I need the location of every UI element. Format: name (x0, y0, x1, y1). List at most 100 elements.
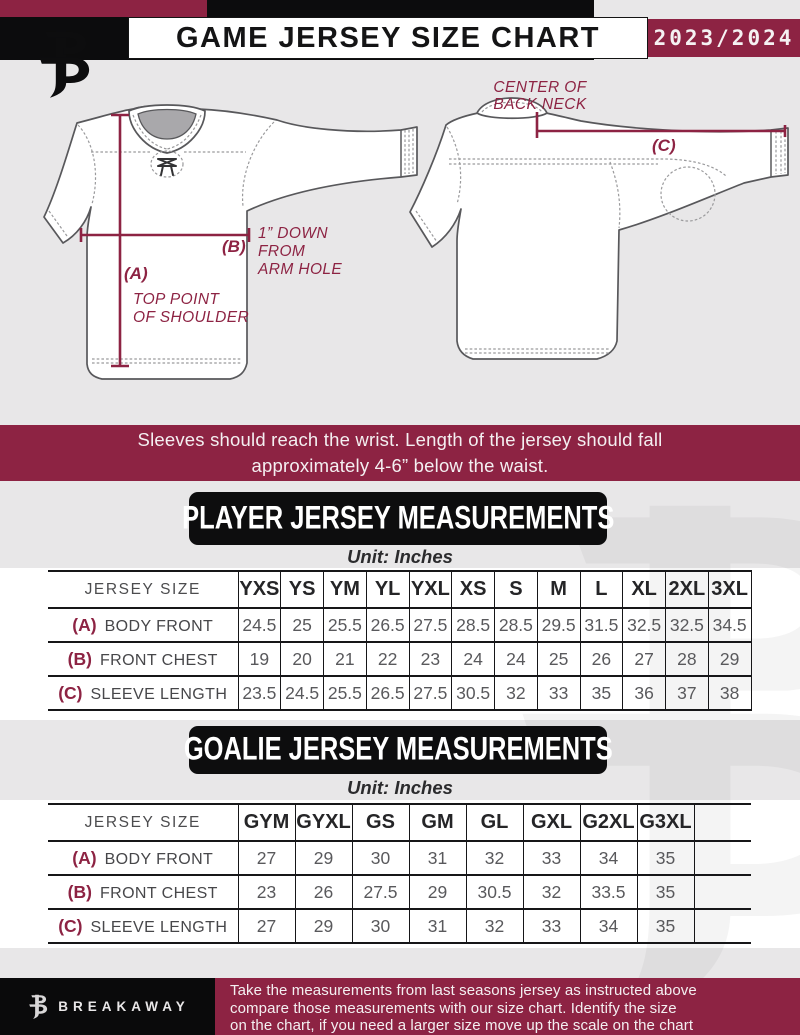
footer-note: Take the measurements from last seasons … (215, 978, 800, 1035)
size-column-header: GM (408, 804, 466, 841)
size-value: 23.5 (237, 676, 281, 710)
size-value: 38 (707, 676, 752, 710)
table-row: (C) SLEEVE LENGTH 27 29 30 31 32 33 34 35 (48, 909, 751, 943)
table-corner-label: JERSEY SIZE (84, 813, 201, 831)
size-column-header (693, 804, 751, 841)
size-value: 32 (522, 875, 580, 909)
size-column-header: XL (622, 571, 666, 608)
size-value: 35 (579, 676, 623, 710)
size-value: 36 (622, 676, 666, 710)
size-value: 27 (237, 909, 295, 943)
footer-brand-logo (25, 993, 49, 1020)
table-row: (A) BODY FRONT 27 29 30 31 32 33 34 35 (48, 841, 751, 875)
size-value: 31 (408, 841, 466, 875)
goalie-unit-label: Unit: Inches (347, 777, 453, 798)
size-value (693, 875, 751, 909)
size-value: 27 (237, 841, 295, 875)
goalie-table-host: JERSEY SIZE GYM GYXL GS GM GL GXL G2XL G3XL (A) BO… (48, 803, 751, 944)
a-label: (A) (124, 264, 148, 283)
size-column-header: G3XL (636, 804, 694, 841)
size-value: 35 (636, 841, 694, 875)
size-value: 20 (280, 642, 324, 676)
b-note-line2: FROM (258, 243, 305, 260)
size-column-header: GXL (522, 804, 580, 841)
size-value: 29 (707, 642, 752, 676)
table-row: (C) SLEEVE LENGTH 23.5 24.5 25.5 26.5 27.5 30.5… (48, 676, 752, 710)
size-column-header: YL (365, 571, 409, 608)
b-note-line1: 1” DOWN (258, 225, 328, 242)
size-value: 29 (408, 875, 466, 909)
size-value: 33.5 (579, 875, 637, 909)
front-jersey-illustration (43, 104, 418, 380)
goalie-section-title: GOALIE JERSEY MEASUREMENTS (183, 731, 613, 768)
size-value: 30.5 (451, 676, 495, 710)
size-value: 27.5 (408, 608, 452, 642)
player-section-header: PLAYER JERSEY MEASUREMENTS (182, 492, 614, 545)
size-value: 32 (465, 841, 523, 875)
row-label: (A) BODY FRONT (72, 614, 214, 635)
size-value: 24.5 (280, 676, 324, 710)
size-column-header: 3XL (707, 571, 752, 608)
size-value: 33 (522, 841, 580, 875)
size-value: 34.5 (707, 608, 752, 642)
size-value: 34 (579, 841, 637, 875)
notice-line-1: Sleeves should reach the wrist. Length o… (137, 429, 663, 450)
player-table: JERSEY SIZE YXS YS YM YL YXL XS S M L XL 2XL 3XL (A) B… (48, 570, 752, 711)
size-value: 29 (294, 841, 352, 875)
back-jersey-illustration (409, 97, 789, 360)
footer-brand-block: BREAKAWAY (0, 978, 215, 1035)
page-title: GAME JERSEY SIZE CHART (175, 21, 601, 54)
goalie-section-header: GOALIE JERSEY MEASUREMENTS (184, 726, 612, 774)
jersey-diagram: (A) TOP POINT OF SHOULDER (B) 1” DOWN FR… (43, 79, 789, 380)
size-value: 30 (351, 841, 409, 875)
size-column-header: S (494, 571, 538, 608)
size-value: 35 (636, 875, 694, 909)
size-column-header: YXL (408, 571, 452, 608)
size-value: 33 (536, 676, 580, 710)
size-column-header: YXS (237, 571, 281, 608)
size-value: 31.5 (579, 608, 623, 642)
size-value: 37 (665, 676, 709, 710)
size-value: 26 (294, 875, 352, 909)
notice-banner: Sleeves should reach the wrist. Length o… (0, 425, 800, 481)
b-label: (B) (222, 237, 246, 256)
size-value (693, 909, 751, 943)
size-value: 24 (494, 642, 538, 676)
size-value: 30.5 (465, 875, 523, 909)
size-column-header: YM (323, 571, 367, 608)
size-column-header: GS (351, 804, 409, 841)
goalie-table: JERSEY SIZE GYM GYXL GS GM GL GXL G2XL G3XL (A) BO… (48, 803, 751, 944)
size-value: 29 (294, 909, 352, 943)
notice-line-2: approximately 4-6” below the waist. (251, 455, 549, 476)
size-value: 28.5 (494, 608, 538, 642)
size-value: 32.5 (622, 608, 666, 642)
table-corner-label: JERSEY SIZE (84, 580, 201, 598)
player-section-title: PLAYER JERSEY MEASUREMENTS (181, 500, 615, 536)
size-column-header: 2XL (665, 571, 709, 608)
row-label: (B) FRONT CHEST (67, 881, 218, 902)
size-value: 33 (522, 909, 580, 943)
size-value: 30 (351, 909, 409, 943)
size-column-header: L (579, 571, 623, 608)
size-column-header: GYXL (294, 804, 352, 841)
size-value: 26.5 (365, 676, 409, 710)
size-value: 27.5 (351, 875, 409, 909)
size-value: 22 (365, 642, 409, 676)
top-bar-maroon (0, 0, 207, 17)
size-column-header: YS (280, 571, 324, 608)
row-label: (C) SLEEVE LENGTH (58, 915, 228, 936)
c-label: (C) (652, 136, 676, 155)
size-value: 24 (451, 642, 495, 676)
size-value: 25 (536, 642, 580, 676)
size-value: 28.5 (451, 608, 495, 642)
size-value: 21 (323, 642, 367, 676)
size-value: 25.5 (323, 676, 367, 710)
size-value: 32.5 (665, 608, 709, 642)
footer-note-line-3: on the chart, if you need a larger size … (230, 1017, 694, 1034)
player-table-host: JERSEY SIZE YXS YS YM YL YXL XS S M L XL 2XL 3XL (A) B… (48, 570, 752, 711)
size-value: 32 (494, 676, 538, 710)
size-column-header: G2XL (579, 804, 637, 841)
size-column-header: GYM (237, 804, 295, 841)
neck-note-line2: BACK NECK (493, 96, 586, 113)
